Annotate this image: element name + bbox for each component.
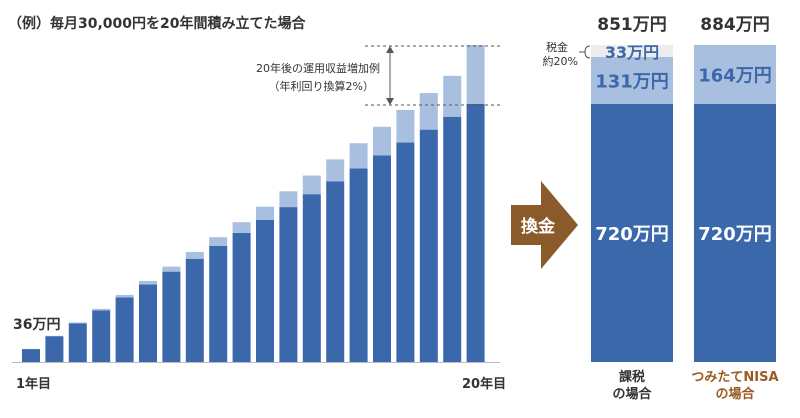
principal-bar [22, 349, 40, 362]
principal-bar [185, 258, 204, 362]
principal-bar [232, 232, 251, 362]
gain-bar [419, 93, 438, 130]
principal-segment-label: 720万円 [595, 224, 669, 245]
annotation-line-2: （年利回り換算2%） [269, 79, 374, 93]
principal-bar [326, 181, 345, 362]
gain-bar [256, 206, 274, 220]
principal-bar [279, 207, 298, 362]
principal-bar [373, 155, 391, 362]
principal-bar [115, 297, 134, 362]
principal-bar [92, 310, 111, 362]
principal-bar [45, 336, 64, 362]
gain-segment-label: 131万円 [595, 71, 669, 92]
gain-annotation: 20年後の運用収益増加例 （年利回り換算2%） [256, 45, 500, 106]
tax-note-line-2: 約20% [543, 54, 578, 68]
comparison-bars: 720万円 131万円 33万円 851万円 720万円 164万円 884万円 [591, 15, 776, 363]
taxed-label-line-2: の場合 [612, 386, 652, 402]
gain-bar [68, 322, 87, 324]
principal-bar [466, 103, 485, 363]
principal-bar [396, 142, 415, 362]
gain-bar [162, 266, 181, 272]
principal-bar [68, 323, 87, 362]
taxed-label-line-1: 課税 [619, 369, 645, 385]
x-label-first: 1年目 [16, 376, 51, 392]
gain-segment-label: 164万円 [698, 65, 772, 86]
tax-note: 税金 約20% [543, 40, 591, 68]
gain-bar [115, 294, 134, 298]
principal-segment-label: 720万円 [698, 224, 772, 245]
arrow-label: 換金 [521, 216, 556, 237]
gain-bar [232, 222, 251, 233]
chart-title: （例）毎月30,000円を20年間積み立てた場合 [8, 15, 307, 32]
principal-bar [162, 271, 181, 362]
cash-out-arrow: 換金 [511, 181, 578, 269]
principal-bar [349, 168, 368, 362]
gain-bar [92, 308, 111, 311]
principal-bar [256, 219, 274, 362]
gain-bar [466, 44, 485, 104]
tax-bracket-icon [584, 45, 591, 59]
gain-bar [302, 175, 321, 195]
gain-arrow-up-icon [386, 46, 394, 53]
nisa-label-line-1: つみたてNISA [691, 370, 778, 385]
gain-bar [279, 191, 298, 208]
gain-segment [694, 44, 776, 104]
principal-bar [139, 284, 157, 362]
principal-bar [443, 116, 462, 363]
tax-segment-label: 33万円 [605, 43, 659, 62]
gain-arrow-down-icon [386, 98, 394, 105]
cash-out-arrow-icon [511, 181, 578, 269]
gain-bar [443, 75, 462, 117]
principal-bar [209, 245, 228, 362]
gain-bar [373, 126, 391, 156]
annotation-line-1: 20年後の運用収益増加例 [256, 61, 380, 75]
principal-bar [419, 129, 438, 362]
tax-note-line-1: 税金 [546, 40, 568, 54]
total-label: 884万円 [700, 15, 770, 35]
total-label: 851万円 [597, 15, 667, 35]
nisa-label-line-2: の場合 [715, 386, 755, 402]
first-value-label: 36万円 [13, 317, 60, 333]
principal-segment [591, 103, 673, 363]
gain-bar [185, 251, 204, 259]
gain-bar [349, 143, 368, 169]
gain-bar [139, 280, 157, 285]
x-label-last: 20年目 [462, 376, 506, 392]
tax-segment [591, 44, 673, 57]
gain-bar [209, 237, 228, 246]
gain-bar [326, 159, 345, 182]
gain-bar [396, 109, 415, 143]
principal-segment [694, 103, 776, 363]
principal-bar [302, 194, 321, 362]
gain-segment [591, 56, 673, 104]
cumulative-bars [12, 44, 500, 363]
